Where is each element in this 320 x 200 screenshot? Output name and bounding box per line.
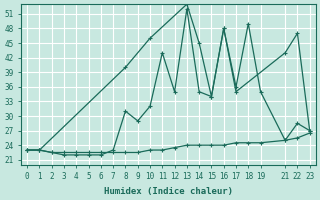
X-axis label: Humidex (Indice chaleur): Humidex (Indice chaleur) (104, 187, 233, 196)
